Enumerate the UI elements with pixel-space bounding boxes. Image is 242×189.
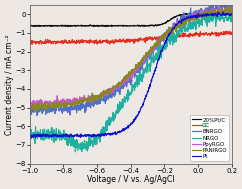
PpyRGO xyxy=(85,97,88,99)
BNRGO xyxy=(186,17,189,19)
20%Pt/C xyxy=(78,25,81,27)
PANIRGO xyxy=(78,103,81,105)
Line: Pt: Pt xyxy=(30,12,232,138)
Pt xyxy=(28,134,31,136)
PpyRGO xyxy=(229,5,232,8)
20%Pt/C xyxy=(217,12,220,14)
20%Pt/C xyxy=(104,26,107,28)
Pt xyxy=(161,46,164,49)
Line: NRGO: NRGO xyxy=(30,12,232,152)
GC xyxy=(78,42,81,45)
PANIRGO xyxy=(161,38,164,40)
Legend: 20%Pt/C, GC, BNRGO, NRGO, PpyRGO, PANIRGO, Pt: 20%Pt/C, GC, BNRGO, NRGO, PpyRGO, PANIRG… xyxy=(190,115,229,161)
GC xyxy=(85,40,88,42)
Pt xyxy=(92,133,95,136)
GC xyxy=(161,39,164,41)
PANIRGO xyxy=(28,104,31,106)
BNRGO xyxy=(78,105,81,107)
NRGO xyxy=(211,12,213,14)
NRGO xyxy=(161,50,164,52)
GC xyxy=(230,33,233,35)
20%Pt/C xyxy=(85,25,88,27)
20%Pt/C xyxy=(186,13,189,15)
Pt xyxy=(85,133,88,136)
PpyRGO xyxy=(92,97,95,99)
BNRGO xyxy=(36,114,38,117)
BNRGO xyxy=(92,100,95,102)
PANIRGO xyxy=(230,8,233,10)
NRGO xyxy=(85,143,88,145)
NRGO xyxy=(92,139,95,142)
GC xyxy=(31,43,34,46)
PpyRGO xyxy=(186,15,189,18)
BNRGO xyxy=(211,10,213,12)
20%Pt/C xyxy=(92,25,95,27)
Line: PANIRGO: PANIRGO xyxy=(30,6,232,111)
20%Pt/C xyxy=(28,25,31,27)
NRGO xyxy=(78,146,81,149)
BNRGO xyxy=(230,3,233,5)
Line: GC: GC xyxy=(30,31,232,44)
20%Pt/C xyxy=(230,13,233,15)
PpyRGO xyxy=(78,101,81,104)
Pt xyxy=(211,14,213,17)
PANIRGO xyxy=(226,5,229,8)
X-axis label: Voltage / V vs. Ag/AgCl: Voltage / V vs. Ag/AgCl xyxy=(87,175,174,184)
BNRGO xyxy=(28,112,31,115)
NRGO xyxy=(28,133,31,135)
Y-axis label: Current density / mA cm⁻²: Current density / mA cm⁻² xyxy=(5,34,14,135)
Line: 20%Pt/C: 20%Pt/C xyxy=(30,13,232,27)
Pt xyxy=(30,137,33,139)
PpyRGO xyxy=(28,102,31,105)
PpyRGO xyxy=(211,9,213,11)
Pt xyxy=(186,17,189,19)
GC xyxy=(211,31,213,34)
20%Pt/C xyxy=(211,12,213,15)
GC xyxy=(186,35,189,38)
NRGO xyxy=(186,29,189,31)
PANIRGO xyxy=(92,100,95,102)
BNRGO xyxy=(161,37,164,40)
NRGO xyxy=(74,151,77,153)
BNRGO xyxy=(85,104,88,106)
Line: PpyRGO: PpyRGO xyxy=(30,6,232,107)
PpyRGO xyxy=(230,9,233,11)
PANIRGO xyxy=(211,12,213,14)
PANIRGO xyxy=(34,110,37,112)
GC xyxy=(28,42,31,44)
Pt xyxy=(78,135,81,137)
PpyRGO xyxy=(53,106,55,108)
20%Pt/C xyxy=(161,22,164,25)
PpyRGO xyxy=(161,37,164,40)
Pt xyxy=(230,13,233,15)
Line: BNRGO: BNRGO xyxy=(30,2,232,115)
NRGO xyxy=(230,14,233,16)
PANIRGO xyxy=(85,98,88,100)
BNRGO xyxy=(212,1,215,3)
Pt xyxy=(222,11,225,13)
GC xyxy=(92,41,95,43)
NRGO xyxy=(216,11,219,13)
PANIRGO xyxy=(186,20,189,22)
GC xyxy=(225,30,228,32)
